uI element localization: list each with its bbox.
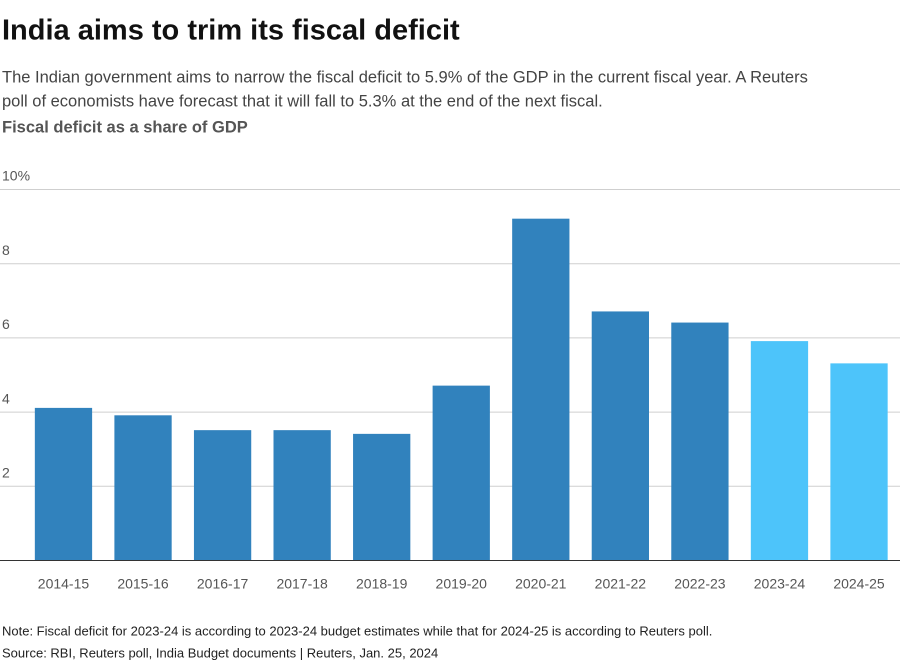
x-tick-label: 2023-24	[754, 576, 806, 592]
axis-label: Fiscal deficit as a share of GDP	[2, 118, 248, 136]
x-tick-label: 2021-22	[595, 576, 647, 592]
note: Note: Fiscal deficit for 2023-24 is acco…	[2, 623, 712, 638]
x-tick-label: 2022-23	[674, 576, 726, 592]
subtitle: poll of economists have forecast that it…	[2, 92, 603, 110]
x-tick-label: 2015-16	[117, 576, 169, 592]
source: Source: RBI, Reuters poll, India Budget …	[2, 645, 438, 660]
x-tick-label: 2020-21	[515, 576, 567, 592]
chart-title: India aims to trim its fiscal deficit	[2, 15, 460, 47]
bar	[273, 430, 331, 560]
y-tick-label: 6	[2, 316, 10, 332]
x-tick-label: 2014-15	[38, 576, 90, 592]
y-tick-label: 2	[2, 465, 10, 481]
bar	[512, 218, 570, 560]
bar	[114, 415, 172, 560]
x-tick-label: 2016-17	[197, 576, 249, 592]
bar	[353, 433, 411, 560]
bar	[591, 311, 649, 560]
x-tick-label: 2024-25	[833, 576, 885, 592]
y-tick-label: 10%	[2, 168, 30, 184]
y-tick-label: 8	[2, 242, 10, 258]
bar	[750, 341, 809, 560]
bar	[830, 363, 888, 560]
bar	[34, 407, 93, 560]
subtitle: The Indian government aims to narrow the…	[2, 68, 808, 86]
x-tick-label: 2019-20	[436, 576, 488, 592]
bar	[432, 385, 490, 560]
y-tick-label: 4	[2, 390, 10, 406]
x-tick-label: 2017-18	[276, 576, 328, 592]
bar	[671, 322, 729, 560]
x-tick-label: 2018-19	[356, 576, 408, 592]
bar	[193, 430, 252, 560]
